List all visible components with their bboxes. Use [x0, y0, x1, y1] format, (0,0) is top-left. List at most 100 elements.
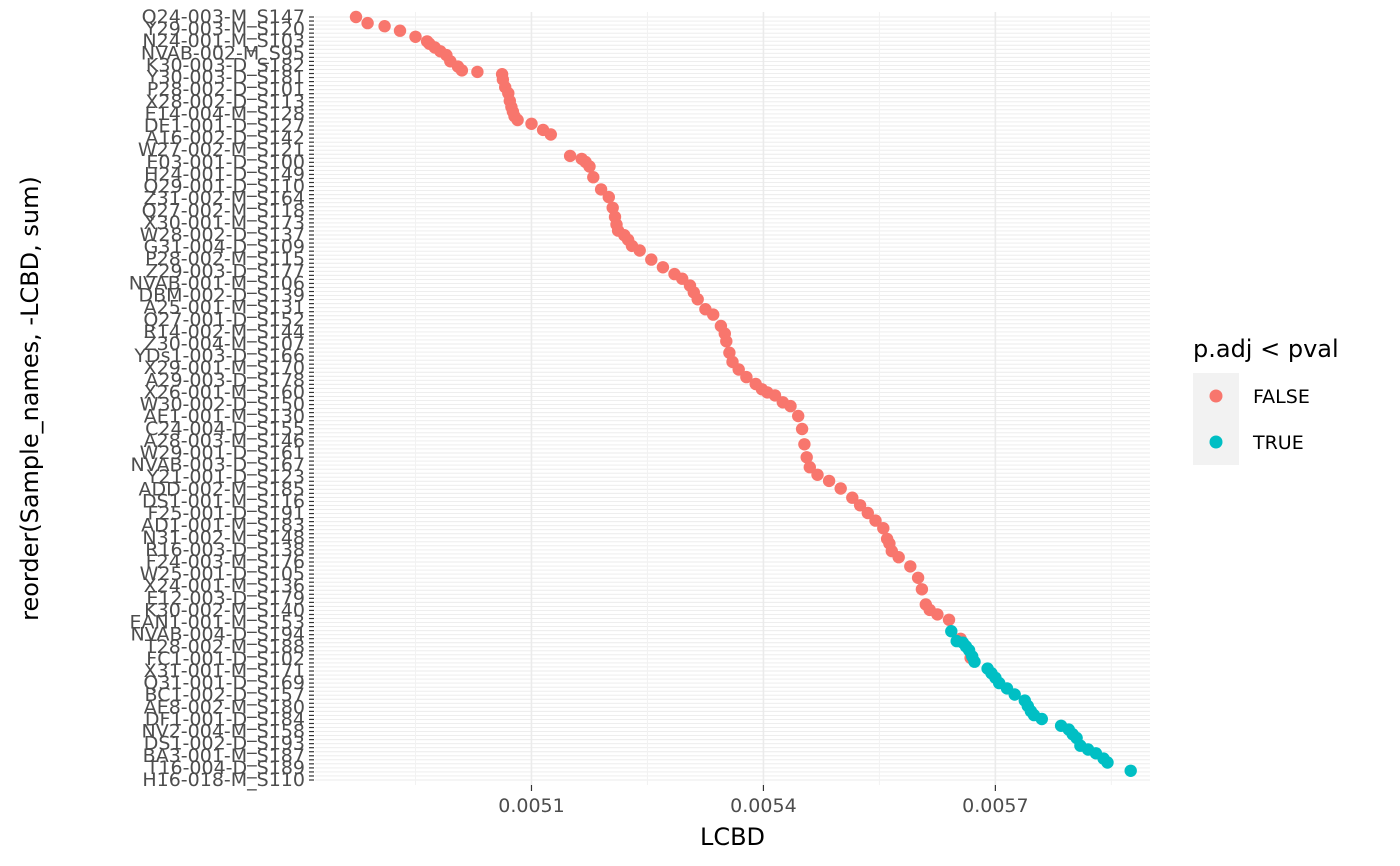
data-point-false: [846, 491, 859, 504]
plot-panel: [309, 12, 1150, 785]
data-point-false: [869, 514, 882, 527]
y-tick-label: W27-002-M_S121: [138, 139, 305, 161]
legend-title: p.adj < pval: [1193, 335, 1339, 363]
legend-label: FALSE: [1253, 386, 1310, 408]
data-point-false: [834, 482, 847, 495]
y-tick-label: X30-001-M_S173: [144, 212, 305, 234]
y-tick-label: FC1-001-D_S102: [146, 648, 305, 670]
y-tick-label: X31-001-M_S171: [144, 660, 305, 682]
y-tick-label: G31-004-D_S109: [144, 236, 305, 258]
y-tick-label: A25-001-M_S131: [144, 297, 305, 319]
legend: p.adj < pval FALSE TRUE: [1193, 335, 1339, 465]
data-point-false: [800, 451, 813, 464]
data-point-false: [803, 461, 816, 474]
y-tick-label: ADD-002-M_S185: [139, 478, 305, 500]
data-points: [349, 10, 1137, 777]
data-point-false: [645, 253, 658, 266]
y-tick-label: Z31-002-M_S164: [144, 188, 305, 210]
y-tick-labels: Q24-003-M_S147Y29-003-M_S120N24-001-M_S1…: [129, 6, 305, 791]
y-tick-label: Q27-001-D_S152: [143, 309, 305, 331]
data-point-false: [740, 370, 753, 384]
data-point-true: [968, 655, 981, 668]
data-point-false: [471, 65, 484, 79]
data-point-false: [811, 468, 824, 481]
y-tick-label: YDs1-003-D_S166: [133, 345, 305, 367]
data-point-false: [732, 363, 745, 376]
y-tick-label: W29-001-D_S161: [140, 442, 305, 464]
y-tick-label: Q29-001-D_S110: [143, 176, 305, 198]
data-point-false: [720, 335, 733, 348]
y-tick-label: NV2-004-M_S158: [142, 721, 306, 743]
y-tick-label: Y29-003-M_S120: [144, 18, 305, 40]
data-point-false: [633, 244, 646, 257]
data-point-false: [594, 183, 608, 196]
data-point-false: [795, 422, 809, 436]
y-tick-label: R14-002-M_S144: [143, 321, 305, 343]
y-tick-label: F24-003-M_S176: [146, 551, 305, 573]
y-tick-label: T16-004-D_S189: [146, 757, 305, 779]
y-tick-label: Q31-001-D_S169: [143, 672, 305, 694]
y-tick-label: BA3-001-M_S187: [143, 745, 305, 767]
x-tick-label: 0.0051: [498, 795, 564, 817]
y-tick-label: Y30-003-D_S181: [146, 67, 305, 89]
data-point-false: [904, 560, 917, 573]
data-point-false: [915, 583, 929, 596]
data-point-false: [349, 10, 363, 24]
y-tick-label: P28-002-M_S115: [145, 248, 305, 270]
data-point-true: [1008, 688, 1021, 701]
y-tick-label: K30-002-M_S140: [144, 599, 305, 621]
y-tick-label: NVAB-002-M_S95: [141, 42, 305, 64]
y-tick-label: DE1-001-D_S127: [144, 115, 305, 137]
y-tick-label: AE8-002-M_S180: [144, 696, 305, 718]
x-axis: 0.0051 0.0054 0.0057: [498, 785, 1029, 817]
y-tick-label: A29-003-D_S178: [145, 369, 305, 391]
y-tick-label: DS1-002-D_S193: [144, 733, 305, 755]
data-point-false: [792, 409, 805, 423]
y-tick-label: X29-001-M_S170: [144, 357, 305, 379]
y-tick-label: H16-018-M_S110: [142, 769, 305, 791]
data-point-false: [822, 474, 836, 488]
legend-key-false: [1209, 389, 1223, 403]
data-point-true: [1035, 712, 1049, 726]
data-point-false: [602, 190, 615, 204]
x-axis-title: LCBD: [700, 823, 765, 851]
y-tick-label: X24-001-M_S136: [144, 575, 305, 597]
y-tick-label: DF1-001-D_S184: [145, 708, 305, 730]
data-point-false: [877, 522, 890, 535]
data-point-false: [798, 438, 811, 451]
y-tick-label: A28-003-M_S146: [144, 430, 305, 452]
y-tick-label: F25-001-D_S191: [147, 503, 305, 525]
y-tick-label: DS1-001-M_S116: [142, 490, 305, 512]
data-point-false: [393, 24, 407, 37]
data-point-false: [931, 608, 944, 621]
data-point-false: [942, 613, 956, 626]
legend-label: TRUE: [1252, 432, 1304, 454]
data-point-false: [911, 571, 925, 584]
data-point-true: [945, 625, 958, 638]
data-point-false: [587, 171, 600, 184]
legend-key-background: [1193, 373, 1239, 465]
data-point-false: [563, 149, 577, 163]
y-tick-label: NVAB-001-M_S106: [129, 272, 305, 294]
y-tick-label: NVAB-003-D_S167: [131, 454, 305, 476]
y-tick-label: Z29-003-D_S177: [145, 260, 305, 282]
y-tick-label: E03-001-D_S100: [146, 151, 305, 173]
y-tick-label: T28-002-M_S188: [144, 636, 305, 658]
y-tick-label: BC1-002-D_S157: [145, 684, 306, 706]
data-point-false: [544, 128, 557, 141]
data-point-false: [583, 160, 596, 173]
y-tick-label: H24-001-D_S149: [144, 163, 305, 185]
data-point-false: [784, 399, 797, 413]
y-tick-label: NVAB-004-D_S194: [131, 624, 305, 646]
y-tick-label: C24-004-D_S155: [145, 418, 305, 440]
y-tick-label: P28-002-D_S101: [147, 79, 305, 101]
data-point-false: [656, 261, 670, 274]
data-point-false: [691, 293, 704, 306]
x-tick-label: 0.0057: [962, 795, 1028, 817]
data-point-false: [892, 551, 905, 564]
y-tick-label: Y21-001-D_S123: [146, 466, 305, 488]
y-tick-label: X26-001-M_S160: [144, 381, 305, 403]
data-point-false: [853, 499, 867, 512]
y-tick-label: AD1-001-M_S183: [141, 515, 305, 537]
